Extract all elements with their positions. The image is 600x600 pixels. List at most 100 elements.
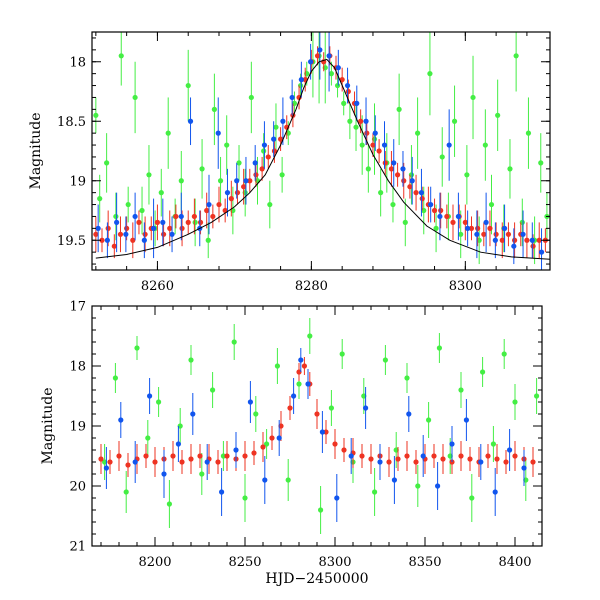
top-data-point — [314, 53, 321, 59]
top-data-point — [382, 160, 388, 166]
top-x-tick-label: 8300 — [449, 279, 482, 294]
top-data-point — [142, 231, 148, 237]
top-data-point — [279, 172, 285, 178]
bottom-data-point — [224, 453, 230, 459]
top-data-point — [216, 201, 222, 208]
bottom-data-point — [264, 441, 270, 447]
top-data-point — [481, 231, 487, 237]
top-data-point — [211, 106, 217, 112]
bottom-data-point — [156, 399, 162, 405]
bottom-data-point — [382, 357, 388, 363]
top-data-point — [326, 53, 332, 59]
top-data-point — [192, 219, 198, 225]
top-data-point — [394, 172, 401, 178]
top-data-point — [234, 178, 240, 184]
top-data-point — [167, 225, 173, 231]
top-data-point — [205, 237, 211, 243]
top-y-tick-label: 19 — [69, 174, 86, 189]
bottom-data-point — [415, 483, 421, 489]
top-data-point — [378, 190, 384, 196]
top-data-point — [234, 190, 241, 196]
bottom-data-point — [426, 417, 432, 423]
top-data-point — [487, 225, 493, 231]
bottom-x-tick-label: 8350 — [408, 555, 441, 570]
top-data-point — [359, 142, 365, 148]
bottom-data-point — [512, 399, 518, 405]
bottom-data-point — [98, 456, 104, 462]
bottom-data-point — [480, 369, 486, 375]
top-data-point — [228, 196, 234, 202]
top-data-point — [358, 118, 364, 124]
top-data-point — [451, 118, 458, 124]
bottom-x-tick-label: 8250 — [228, 555, 261, 570]
top-data-point — [141, 237, 147, 243]
top-data-point — [123, 231, 129, 237]
top-data-point — [224, 142, 230, 148]
top-data-point — [113, 213, 119, 220]
top-data-point — [482, 142, 488, 148]
top-panel-frame — [91, 31, 551, 271]
bottom-data-point — [463, 417, 469, 423]
top-data-point — [241, 184, 247, 190]
top-data-point — [511, 237, 518, 243]
bottom-panel: 8200 8250 8300 8350 8400 17 18 19 20 21 Magnitude… — [40, 300, 543, 587]
top-data-point — [261, 142, 268, 148]
bottom-y-tick-label: 18 — [69, 360, 86, 375]
top-data-point — [178, 213, 184, 220]
bottom-data-point — [458, 387, 464, 393]
top-data-point — [488, 201, 495, 208]
top-data-point — [271, 136, 277, 142]
top-panel: 8260 8280 8300 18 18.5 19 19.5 Magnitude — [28, 31, 551, 294]
top-data-point — [439, 154, 445, 160]
bottom-data-point — [512, 453, 518, 459]
bottom-data-point — [296, 381, 302, 387]
top-panel-y-axis-label: Magnitude — [28, 112, 44, 189]
top-data-point — [431, 207, 438, 214]
top-data-point — [130, 237, 136, 243]
bottom-data-point — [102, 459, 108, 465]
top-data-point — [493, 231, 499, 237]
bottom-data-point — [199, 471, 205, 477]
bottom-data-point — [145, 435, 151, 441]
top-data-point — [267, 201, 273, 208]
bottom-data-point — [395, 456, 401, 462]
bottom-y-tick-label: 21 — [69, 540, 86, 555]
top-data-point — [261, 148, 267, 154]
top-data-point — [529, 237, 535, 243]
bottom-data-point — [285, 477, 291, 483]
top-data-point — [524, 237, 530, 243]
top-data-point — [169, 231, 175, 237]
top-data-point — [402, 219, 408, 225]
top-data-point — [538, 160, 544, 166]
bottom-data-point — [404, 453, 410, 459]
top-data-point — [187, 118, 194, 124]
top-data-point — [525, 130, 532, 136]
top-data-point — [185, 82, 191, 89]
bottom-data-point — [534, 393, 540, 399]
bottom-data-point — [233, 447, 239, 453]
bottom-data-point — [319, 429, 325, 435]
bottom-data-point — [501, 351, 507, 357]
top-data-point — [328, 71, 334, 77]
bottom-data-point — [269, 435, 275, 441]
bottom-data-point — [219, 489, 225, 495]
top-data-point — [317, 47, 323, 53]
bottom-data-point — [334, 495, 340, 501]
top-data-point — [492, 237, 498, 243]
bottom-panel-plot-area — [98, 318, 540, 534]
top-data-point — [335, 65, 341, 71]
top-data-point — [536, 237, 542, 243]
top-data-point — [204, 207, 210, 214]
top-data-point — [372, 130, 378, 136]
top-data-point — [450, 219, 456, 225]
top-data-point — [513, 53, 519, 59]
bottom-data-point — [391, 477, 397, 483]
top-data-point — [105, 225, 111, 231]
bottom-data-point — [166, 501, 172, 507]
top-y-tick-label: 18.5 — [57, 115, 86, 130]
top-data-point — [124, 225, 130, 231]
bottom-data-point — [478, 459, 484, 465]
bottom-panel-y-axis-label: Magnitude — [40, 387, 56, 464]
bottom-data-point — [431, 453, 437, 459]
